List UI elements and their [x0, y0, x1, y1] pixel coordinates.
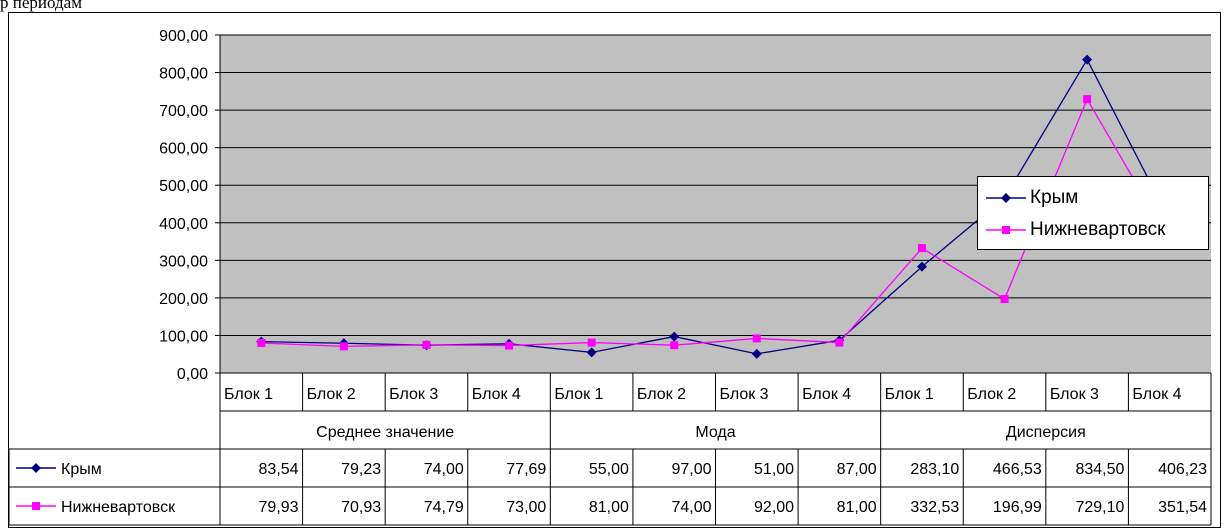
table-value: 74,79: [424, 499, 464, 516]
data-point: [917, 244, 926, 253]
table-value: 406,23: [1158, 461, 1207, 478]
table-value: 97,00: [671, 461, 711, 478]
table-value: 79,93: [259, 499, 299, 516]
table-value: 332,53: [910, 499, 959, 516]
data-point: [669, 331, 680, 342]
table-value: 81,00: [837, 499, 877, 516]
category-label: Блок 3: [1050, 386, 1099, 403]
y-tick-label: 500,00: [159, 178, 208, 195]
data-point: [587, 338, 596, 347]
data-point: [422, 340, 431, 349]
category-label: Блок 1: [885, 386, 934, 403]
table-value: 87,00: [837, 461, 877, 478]
data-point: [1082, 54, 1093, 65]
table-value: 466,53: [993, 461, 1042, 478]
category-label: Блок 3: [389, 386, 438, 403]
table-legend-marker: [32, 502, 40, 510]
y-tick-label: 900,00: [159, 28, 208, 45]
y-tick-label: 600,00: [159, 141, 208, 158]
table-value: 51,00: [754, 461, 794, 478]
data-point: [339, 342, 348, 351]
data-point: [752, 334, 761, 343]
table-value: 83,54: [259, 461, 299, 478]
data-point: [835, 338, 844, 347]
series-line-nizhnevartovsk: [261, 97, 1171, 348]
y-tick-label: 0,00: [177, 366, 208, 383]
y-tick-label: 800,00: [159, 66, 208, 83]
table-value: 70,93: [341, 499, 381, 516]
legend-item-nizhnevartovsk: Нижневартовск: [978, 215, 1208, 245]
category-label: Блок 3: [720, 386, 769, 403]
table-series-name: Крым: [61, 461, 102, 478]
data-point: [505, 341, 514, 350]
legend-label-krym: Крым: [1030, 187, 1079, 208]
group-label: Среднее значение: [316, 424, 454, 441]
category-label: Блок 1: [554, 386, 603, 403]
category-label: Блок 4: [802, 386, 851, 403]
legend-swatch-nizhnevartovsk: [986, 226, 1026, 234]
category-label: Блок 2: [637, 386, 686, 403]
category-label: Блок 4: [1132, 386, 1181, 403]
table-value: 55,00: [589, 461, 629, 478]
table-value: 77,69: [506, 461, 546, 478]
category-label: Блок 2: [307, 386, 356, 403]
y-tick-label: 300,00: [159, 253, 208, 270]
table-value: 81,00: [589, 499, 629, 516]
category-label: Блок 4: [472, 386, 521, 403]
data-point: [1000, 295, 1009, 304]
y-tick-label: 100,00: [159, 328, 208, 345]
table-value: 834,50: [1075, 461, 1124, 478]
data-point: [670, 341, 679, 350]
data-point: [1083, 95, 1092, 104]
table-value: 74,00: [424, 461, 464, 478]
table-value: 92,00: [754, 499, 794, 516]
group-label: Дисперсия: [1006, 424, 1086, 441]
legend-swatch-krym: [986, 193, 1026, 203]
category-label: Блок 1: [224, 386, 273, 403]
group-label: Мода: [695, 424, 735, 441]
y-tick-label: 700,00: [159, 103, 208, 120]
table-value: 196,99: [993, 499, 1042, 516]
legend: Крым Нижневартовск: [977, 176, 1209, 250]
table-value: 729,10: [1075, 499, 1124, 516]
table-value: 73,00: [506, 499, 546, 516]
data-point: [916, 261, 927, 272]
legend-label-nizhnevartovsk: Нижневартовск: [1030, 219, 1166, 240]
table-value: 351,54: [1158, 499, 1207, 516]
table-value: 74,00: [671, 499, 711, 516]
data-point: [257, 338, 266, 347]
y-tick-label: 200,00: [159, 291, 208, 308]
data-point: [751, 348, 762, 359]
legend-item-krym: Крым: [978, 183, 1208, 213]
data-point: [586, 347, 597, 358]
table-legend-marker: [31, 463, 41, 473]
table-value: 283,10: [910, 461, 959, 478]
table-series-name: Нижневартовск: [61, 499, 176, 516]
table-value: 79,23: [341, 461, 381, 478]
category-label: Блок 2: [967, 386, 1016, 403]
caption-text: р периодам: [0, 0, 82, 12]
y-tick-label: 400,00: [159, 216, 208, 233]
